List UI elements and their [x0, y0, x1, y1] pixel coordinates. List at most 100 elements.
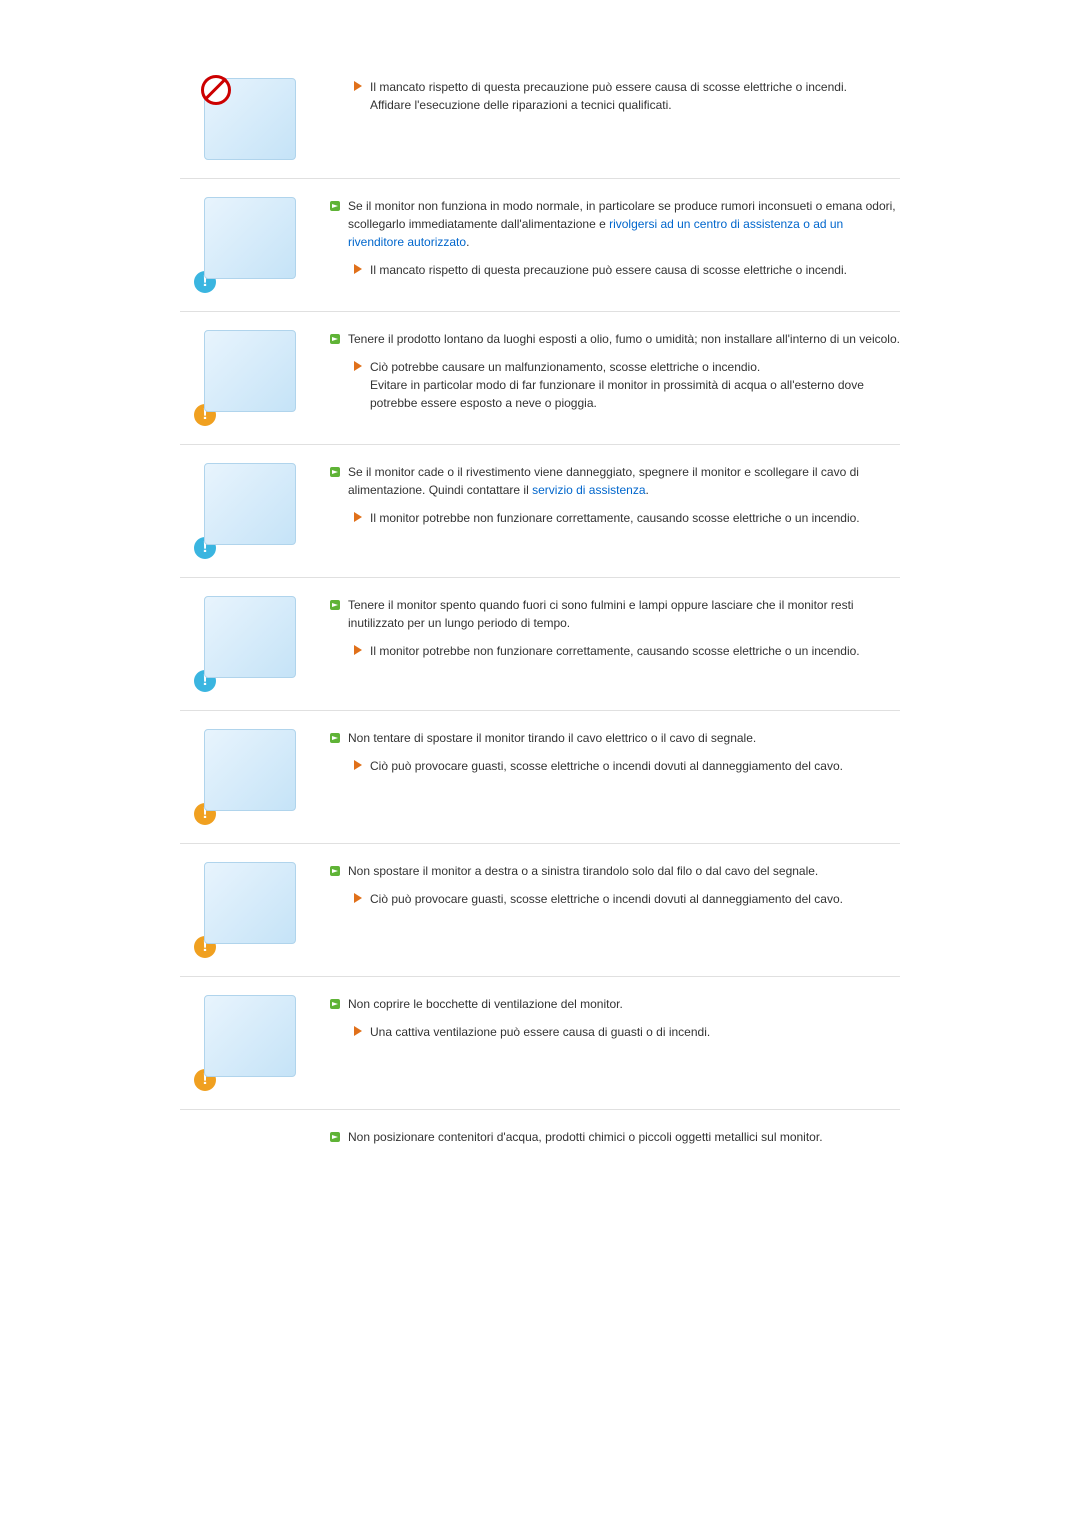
- main-instruction: Non spostare il monitor a destra o a sin…: [330, 862, 900, 880]
- main-instruction-text: Non coprire le bocchette di ventilazione…: [348, 995, 623, 1013]
- main-instruction-text: Tenere il monitor spento quando fuori ci…: [348, 596, 900, 632]
- text-column: Se il monitor non funziona in modo norma…: [320, 197, 900, 285]
- safety-section: ! Tenere il monitor spento quando fuori c…: [180, 578, 900, 711]
- text-column: Non tentare di spostare il monitor tiran…: [320, 729, 900, 781]
- green-bullet-icon: [330, 334, 340, 344]
- illustration-placeholder: [204, 995, 296, 1077]
- service-link[interactable]: servizio di assistenza: [532, 483, 645, 497]
- illustration-placeholder: [204, 729, 296, 811]
- main-instruction-text: Se il monitor non funziona in modo norma…: [348, 197, 900, 251]
- prohibit-icon: [201, 75, 231, 105]
- text-column: Non coprire le bocchette di ventilazione…: [320, 995, 900, 1047]
- orange-arrow-icon: [354, 81, 362, 91]
- sub-instruction: Ciò può provocare guasti, scosse elettri…: [354, 757, 900, 775]
- illustration-placeholder: [204, 596, 296, 678]
- illustration-column: !: [180, 862, 320, 958]
- text-pre: Tenere il prodotto lontano da luoghi esp…: [348, 332, 900, 346]
- safety-section: ! Non coprire le bocchette di ventilazion…: [180, 977, 900, 1110]
- illustration-column: !: [180, 330, 320, 426]
- sub-text-1: Il mancato rispetto di questa precauzion…: [370, 261, 847, 279]
- text-post: .: [466, 235, 469, 249]
- orange-arrow-icon: [354, 1026, 362, 1036]
- main-instruction-text: Non tentare di spostare il monitor tiran…: [348, 729, 756, 747]
- safety-section: Non posizionare contenitori d'acqua, pro…: [180, 1110, 900, 1174]
- illustration-column: !: [180, 995, 320, 1091]
- safety-section: Il mancato rispetto di questa precauzion…: [180, 60, 900, 179]
- orange-arrow-icon: [354, 645, 362, 655]
- illustration-column: !: [180, 596, 320, 692]
- sub-instruction: Il mancato rispetto di questa precauzion…: [354, 78, 900, 114]
- sub-text-1: Il monitor potrebbe non funzionare corre…: [370, 642, 860, 660]
- main-instruction: Non posizionare contenitori d'acqua, pro…: [330, 1128, 900, 1146]
- text-column: Non posizionare contenitori d'acqua, pro…: [320, 1128, 900, 1156]
- green-bullet-icon: [330, 600, 340, 610]
- safety-section: ! Tenere il prodotto lontano da luoghi es…: [180, 312, 900, 445]
- sub-instruction-text: Il monitor potrebbe non funzionare corre…: [370, 642, 860, 660]
- sub-text-1: Il monitor potrebbe non funzionare corre…: [370, 509, 860, 527]
- sub-instruction: Il mancato rispetto di questa precauzion…: [354, 261, 900, 279]
- sub-text-2: Affidare l'esecuzione delle riparazioni …: [370, 96, 847, 114]
- illustration-column: !: [180, 197, 320, 293]
- green-bullet-icon: [330, 999, 340, 1009]
- text-pre: Non spostare il monitor a destra o a sin…: [348, 864, 818, 878]
- safety-section: ! Non tentare di spostare il monitor tira…: [180, 711, 900, 844]
- sub-instruction: Il monitor potrebbe non funzionare corre…: [354, 642, 900, 660]
- sub-instruction: Ciò può provocare guasti, scosse elettri…: [354, 890, 900, 908]
- green-bullet-icon: [330, 866, 340, 876]
- illustration-placeholder: [204, 463, 296, 545]
- main-instruction-text: Non posizionare contenitori d'acqua, pro…: [348, 1128, 823, 1146]
- sub-text-2: Evitare in particolar modo di far funzio…: [370, 376, 900, 412]
- main-instruction-text: Tenere il prodotto lontano da luoghi esp…: [348, 330, 900, 348]
- text-column: Se il monitor cade o il rivestimento vie…: [320, 463, 900, 533]
- main-instruction: Non tentare di spostare il monitor tiran…: [330, 729, 900, 747]
- sub-instruction-text: Il mancato rispetto di questa precauzion…: [370, 261, 847, 279]
- text-post: .: [646, 483, 649, 497]
- green-bullet-icon: [330, 201, 340, 211]
- text-pre: Non tentare di spostare il monitor tiran…: [348, 731, 756, 745]
- sub-instruction-text: Ciò può provocare guasti, scosse elettri…: [370, 757, 843, 775]
- sub-text-1: Il mancato rispetto di questa precauzion…: [370, 78, 847, 96]
- orange-arrow-icon: [354, 264, 362, 274]
- orange-arrow-icon: [354, 893, 362, 903]
- illustration-placeholder: [204, 862, 296, 944]
- illustration-placeholder: [204, 78, 296, 160]
- sub-text-1: Ciò può provocare guasti, scosse elettri…: [370, 757, 843, 775]
- text-pre: Non coprire le bocchette di ventilazione…: [348, 997, 623, 1011]
- green-bullet-icon: [330, 1132, 340, 1142]
- orange-arrow-icon: [354, 512, 362, 522]
- sub-instruction-text: Il mancato rispetto di questa precauzion…: [370, 78, 847, 114]
- main-instruction-text: Non spostare il monitor a destra o a sin…: [348, 862, 818, 880]
- safety-section: ! Non spostare il monitor a destra o a si…: [180, 844, 900, 977]
- orange-arrow-icon: [354, 361, 362, 371]
- orange-arrow-icon: [354, 760, 362, 770]
- illustration-placeholder: [204, 197, 296, 279]
- safety-section: ! Se il monitor non funziona in modo norm…: [180, 179, 900, 312]
- text-column: Il mancato rispetto di questa precauzion…: [320, 78, 900, 120]
- main-instruction: Tenere il prodotto lontano da luoghi esp…: [330, 330, 900, 348]
- sub-instruction-text: Ciò potrebbe causare un malfunzionamento…: [370, 358, 900, 412]
- sub-text-1: Ciò può provocare guasti, scosse elettri…: [370, 890, 843, 908]
- main-instruction: Se il monitor cade o il rivestimento vie…: [330, 463, 900, 499]
- illustration-column: !: [180, 463, 320, 559]
- main-instruction-text: Se il monitor cade o il rivestimento vie…: [348, 463, 900, 499]
- illustration-column: !: [180, 729, 320, 825]
- illustration-placeholder: [204, 330, 296, 412]
- sub-instruction-text: Ciò può provocare guasti, scosse elettri…: [370, 890, 843, 908]
- text-column: Non spostare il monitor a destra o a sin…: [320, 862, 900, 914]
- sub-text-1: Ciò potrebbe causare un malfunzionamento…: [370, 358, 900, 376]
- sub-instruction-text: Una cattiva ventilazione può essere caus…: [370, 1023, 710, 1041]
- green-bullet-icon: [330, 467, 340, 477]
- sub-text-1: Una cattiva ventilazione può essere caus…: [370, 1023, 710, 1041]
- main-instruction: Se il monitor non funziona in modo norma…: [330, 197, 900, 251]
- main-instruction: Tenere il monitor spento quando fuori ci…: [330, 596, 900, 632]
- sub-instruction-text: Il monitor potrebbe non funzionare corre…: [370, 509, 860, 527]
- text-column: Tenere il prodotto lontano da luoghi esp…: [320, 330, 900, 418]
- text-pre: Tenere il monitor spento quando fuori ci…: [348, 598, 854, 630]
- main-instruction: Non coprire le bocchette di ventilazione…: [330, 995, 900, 1013]
- sub-instruction: Il monitor potrebbe non funzionare corre…: [354, 509, 900, 527]
- text-pre: Non posizionare contenitori d'acqua, pro…: [348, 1130, 823, 1144]
- green-bullet-icon: [330, 733, 340, 743]
- sub-instruction: Una cattiva ventilazione può essere caus…: [354, 1023, 900, 1041]
- safety-section: ! Se il monitor cade o il rivestimento vi…: [180, 445, 900, 578]
- text-column: Tenere il monitor spento quando fuori ci…: [320, 596, 900, 666]
